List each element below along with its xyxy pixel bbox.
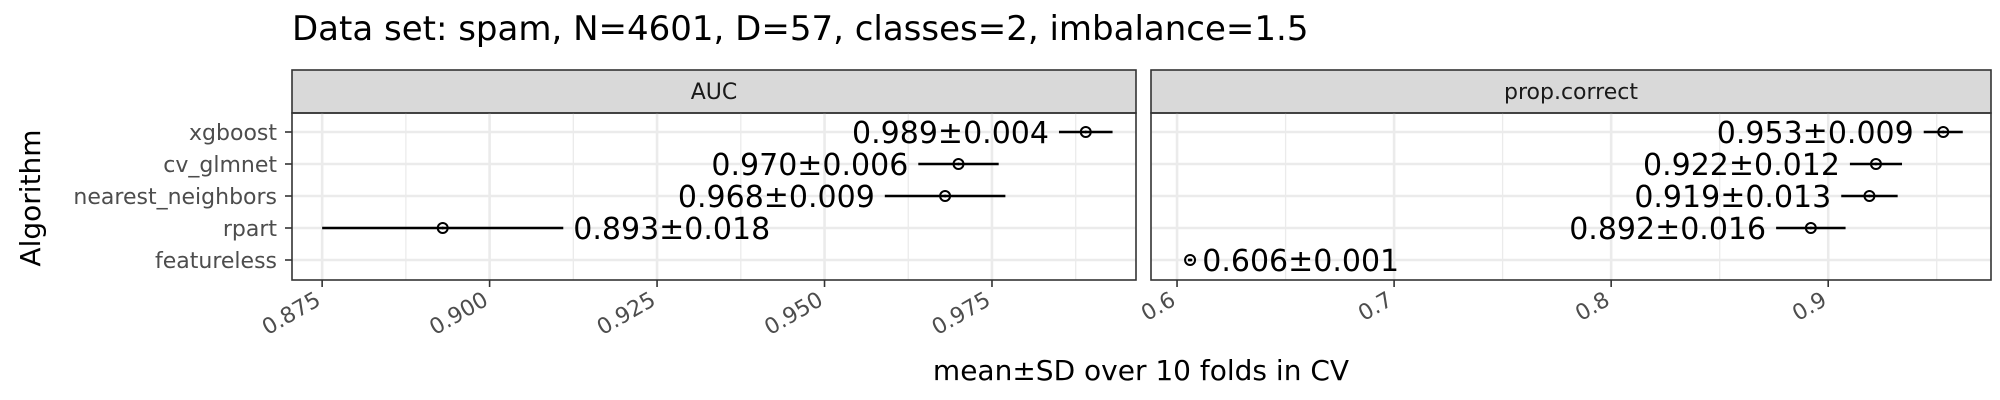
data-label-auc-nearest-neighbors: 0.968±0.009: [678, 180, 875, 215]
mean-point-center-auc-xgboost: [1084, 130, 1088, 134]
x-tick-label-auc-2: 0.925: [593, 288, 660, 341]
y-tick-label-cv-glmnet: cv_glmnet: [163, 153, 277, 178]
mean-point-center-prop-correct-rpart: [1809, 226, 1813, 230]
y-tick-label-rpart: rpart: [223, 217, 278, 242]
mean-point-center-auc-nearest-neighbors: [943, 194, 947, 198]
mean-point-center-prop-correct-nearest-neighbors: [1868, 194, 1871, 198]
chart-title: Data set: spam, N=4601, D=57, classes=2,…: [292, 9, 1308, 49]
x-tick-label-auc-0: 0.875: [258, 288, 325, 341]
mean-point-prop-correct-cv-glmnet: [1869, 158, 1882, 170]
data-label-prop-correct-featureless: 0.606±0.001: [1202, 244, 1399, 279]
x-tick-label-prop-correct-0: 0.6: [1137, 288, 1180, 327]
mean-point-auc-nearest-neighbors: [939, 190, 952, 202]
x-tick-label-auc-1: 0.900: [426, 288, 493, 341]
strip-prop-correct: [1150, 69, 1992, 114]
strip-label-auc: AUC: [691, 80, 738, 105]
y-tick-label-nearest-neighbors: nearest_neighbors: [73, 185, 277, 210]
mean-point-prop-correct-xgboost: [1937, 126, 1950, 138]
data-label-auc-xgboost: 0.989±0.004: [852, 116, 1049, 151]
panel-border-auc: [291, 112, 1137, 281]
mean-point-auc-cv-glmnet: [952, 158, 965, 170]
strip-label-prop-correct: prop.correct: [1504, 80, 1638, 105]
mean-point-center-prop-correct-cv-glmnet: [1874, 162, 1878, 166]
data-label-prop-correct-rpart: 0.892±0.016: [1569, 212, 1766, 247]
data-label-prop-correct-xgboost: 0.953±0.009: [1717, 116, 1914, 151]
x-tick-label-prop-correct-3: 0.9: [1788, 288, 1831, 327]
panel-prop-correct: prop.correct 0.953±0.0090.922±0.0120.919±…: [1137, 69, 1992, 327]
data-label-prop-correct-nearest-neighbors: 0.919±0.013: [1634, 180, 1831, 215]
x-tick-label-auc-4: 0.975: [928, 288, 995, 341]
panels: AUC0.989±0.0040.970±0.0060.968±0.0090.89…: [258, 69, 1992, 341]
mean-point-prop-correct-rpart: [1804, 222, 1817, 234]
mean-point-auc-xgboost: [1079, 126, 1092, 138]
panel-border-prop-correct: [1150, 112, 1992, 281]
y-tick-label-featureless: featureless: [155, 249, 277, 274]
panel-auc: AUC 0.989±0.0040.970±0.0060.968±0.0090.89…: [258, 69, 1137, 341]
data-label-auc-rpart: 0.893±0.018: [573, 212, 770, 247]
data-label-prop-correct-cv-glmnet: 0.922±0.012: [1643, 148, 1840, 183]
x-tick-label-prop-correct-2: 0.8: [1571, 288, 1614, 327]
mean-point-prop-correct-nearest-neighbors: [1863, 190, 1876, 202]
x-tick-label-prop-correct-1: 0.7: [1354, 288, 1397, 327]
mean-point-auc-rpart: [436, 222, 449, 234]
mean-point-center-prop-correct-xgboost: [1941, 130, 1945, 134]
y-tick-label-xgboost: xgboost: [189, 121, 277, 146]
data-label-auc-cv-glmnet: 0.970±0.006: [711, 148, 908, 183]
x-axis-title: mean±SD over 10 folds in CV: [933, 354, 1349, 387]
mean-point-center-auc-rpart: [441, 226, 445, 230]
mean-point-center-prop-correct-featureless: [1188, 258, 1192, 262]
strip-auc: [291, 69, 1137, 114]
mean-point-prop-correct-featureless: [1184, 254, 1197, 266]
mean-point-center-auc-cv-glmnet: [957, 162, 960, 166]
x-tick-label-auc-3: 0.950: [760, 288, 827, 341]
y-axis-title: Algorithm: [14, 129, 47, 266]
